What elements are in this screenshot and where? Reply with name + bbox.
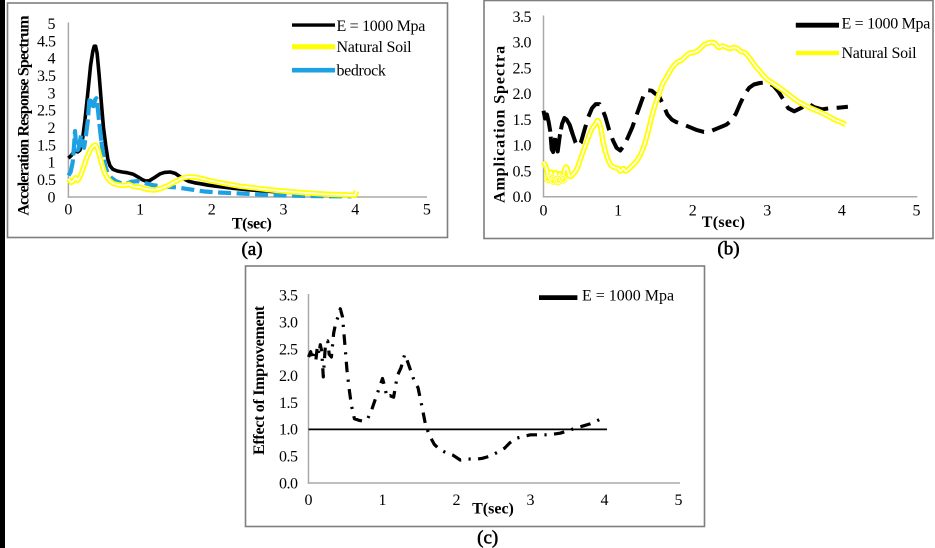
svg-text:Natural Soil: Natural Soil [337,39,413,56]
svg-text:3: 3 [527,492,535,509]
svg-text:Acceleration Response Spectrum: Acceleration Response Spectrum [16,15,33,216]
svg-text:(c): (c) [477,527,498,548]
svg-text:Amplication Spectra: Amplication Spectra [492,45,509,203]
svg-text:4: 4 [48,51,56,68]
svg-text:2: 2 [453,492,461,509]
svg-text:0.0: 0.0 [513,189,532,206]
svg-text:2.0: 2.0 [279,368,298,385]
svg-text:3.0: 3.0 [513,35,532,52]
svg-text:2: 2 [48,120,56,137]
svg-text:1.5: 1.5 [513,112,532,129]
svg-text:1: 1 [379,492,387,509]
svg-text:E = 1000 Mpa: E = 1000 Mpa [337,18,426,35]
svg-text:E = 1000 Mpa: E = 1000 Mpa [582,287,674,304]
svg-text:2.0: 2.0 [513,86,532,103]
svg-text:1.0: 1.0 [279,422,298,439]
svg-text:4: 4 [601,492,609,509]
svg-text:1: 1 [614,202,622,219]
svg-text:T(sec): T(sec) [472,500,514,517]
svg-text:0: 0 [540,202,548,219]
svg-text:0: 0 [48,189,56,206]
svg-text:0.5: 0.5 [279,449,298,466]
svg-text:bedrock: bedrock [337,62,386,79]
svg-text:3: 3 [763,202,771,219]
svg-text:3.0: 3.0 [279,315,298,332]
svg-text:0.0: 0.0 [279,475,298,492]
svg-text:0.5: 0.5 [37,172,56,189]
svg-text:5: 5 [913,202,921,219]
svg-text:1: 1 [136,201,144,218]
svg-text:2.5: 2.5 [513,60,532,77]
svg-text:2: 2 [689,202,697,219]
svg-text:3: 3 [280,201,288,218]
svg-text:E = 1000 Mpa: E = 1000 Mpa [842,16,931,33]
svg-text:4: 4 [838,202,846,219]
svg-text:0: 0 [305,492,313,509]
svg-text:T(sec): T(sec) [232,216,272,233]
svg-text:2: 2 [208,201,216,218]
svg-text:2.5: 2.5 [279,341,298,358]
svg-text:Effect of Improvement: Effect of Improvement [251,305,268,455]
svg-text:(b): (b) [717,239,739,260]
svg-text:5: 5 [675,492,683,509]
svg-text:3: 3 [48,85,56,102]
svg-text:3.5: 3.5 [279,288,298,305]
svg-text:5: 5 [48,16,56,33]
svg-text:Natural Soil: Natural Soil [842,45,918,62]
svg-text:1.5: 1.5 [37,137,56,154]
svg-text:1: 1 [48,155,56,172]
svg-text:5: 5 [423,201,431,218]
svg-text:3.5: 3.5 [37,68,56,85]
svg-text:(a): (a) [241,239,262,260]
svg-text:4.5: 4.5 [37,33,56,50]
svg-text:2.5: 2.5 [37,103,56,120]
svg-text:T(sec): T(sec) [702,214,746,231]
svg-text:3.5: 3.5 [513,9,532,26]
svg-text:1.0: 1.0 [513,138,532,155]
svg-text:4: 4 [351,201,359,218]
svg-text:0.5: 0.5 [513,163,532,180]
svg-text:0: 0 [64,201,72,218]
svg-text:1.5: 1.5 [279,395,298,412]
